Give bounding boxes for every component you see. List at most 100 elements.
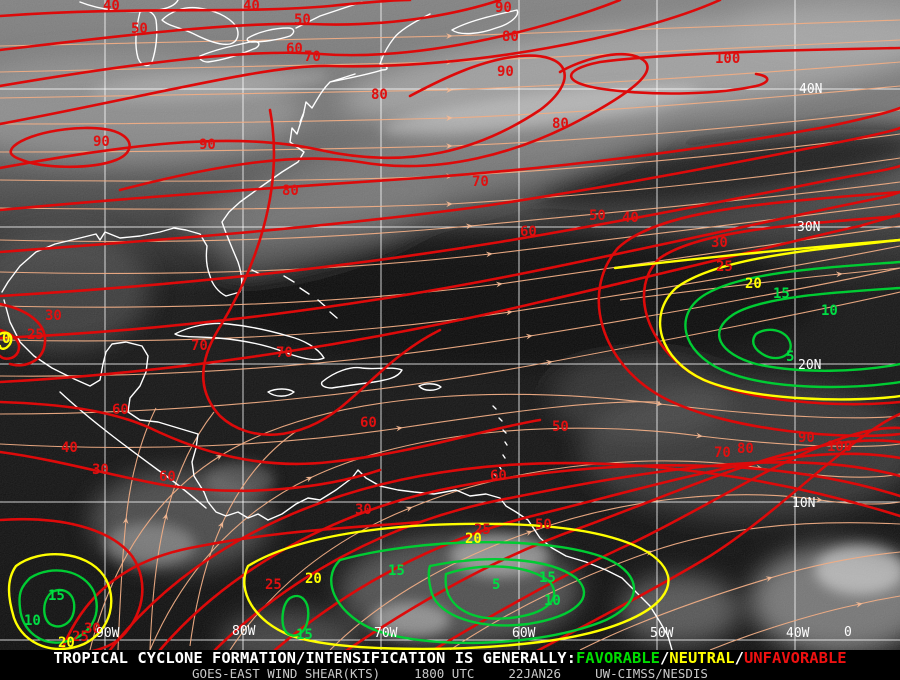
grid-label: 40N — [799, 82, 822, 97]
contour-label: 70 — [714, 445, 731, 461]
contour-label: 20 — [305, 571, 322, 587]
contour-label: 10 — [544, 593, 561, 609]
contour-label: 40 — [622, 210, 639, 226]
product-info-text: GOES-EAST WIND SHEAR(KTS) 1800 UTC 22JAN… — [192, 667, 708, 680]
satellite-background — [0, 0, 900, 650]
contour-label: 20 — [58, 635, 75, 650]
grid-label: 50W — [650, 626, 674, 641]
headline-text: TROPICAL CYCLONE FORMATION/INTENSIFICATI… — [53, 650, 846, 667]
contour-label: 15 — [539, 570, 556, 586]
grid-label: 80W — [232, 624, 256, 639]
contour-label: 90 — [497, 64, 514, 80]
us-east-gulf-coast — [1, 13, 431, 297]
product-time: 1800 UTC — [414, 666, 475, 680]
contour-label: 80 — [371, 87, 388, 103]
product-name: GOES-EAST WIND SHEAR(KTS) — [192, 666, 381, 680]
south-america-coast — [267, 469, 673, 650]
contour-label: 60 — [112, 402, 129, 418]
contour-label: 90 — [199, 137, 216, 153]
contour-label: 0 — [2, 331, 10, 347]
contour-label: 25 — [72, 629, 89, 645]
contour-label: 15 — [48, 588, 65, 604]
grid-label: 0 — [844, 625, 852, 640]
contour-label: 30 — [45, 308, 62, 324]
contour-label: 10 — [821, 303, 838, 319]
contour-label: 80 — [552, 116, 569, 132]
contour-label: 80 — [502, 29, 519, 45]
contour-label: 60 — [159, 469, 176, 485]
grid-label: 90W — [96, 626, 120, 641]
separator-2: / — [734, 649, 744, 667]
grid-label: 20N — [798, 358, 821, 373]
mexico-central-america-coast — [3, 299, 269, 521]
contour-label: 70 — [472, 174, 489, 190]
grid-label: 70W — [374, 626, 398, 641]
contour-label: 20 — [745, 276, 762, 292]
product-credit: UW-CIMSS/NESDIS — [595, 666, 708, 680]
status-bar: TROPICAL CYCLONE FORMATION/INTENSIFICATI… — [0, 650, 900, 680]
lesser-antilles-islands — [492, 405, 508, 478]
lake-ontario-coast — [246, 27, 295, 43]
contour-label: 25 — [265, 577, 282, 593]
contour-label: 60 — [520, 224, 537, 240]
contour-label: 90 — [93, 134, 110, 150]
unfavorable-label: UNFAVORABLE — [743, 649, 847, 667]
contour-label: 5 — [786, 349, 794, 365]
contour-label: 70 — [304, 49, 321, 65]
contour-label: 100 — [827, 439, 852, 455]
cuba-coast — [174, 322, 325, 361]
grid-label: 30N — [797, 220, 820, 235]
contour-label: 25 — [474, 522, 491, 538]
lake-huron-coast — [161, 6, 239, 46]
contour-label: 60 — [490, 468, 507, 484]
contour-label: 80 — [282, 183, 299, 199]
favorable-label: FAVORABLE — [575, 649, 660, 667]
contour-label: 100 — [715, 51, 740, 67]
contour-label: 10 — [24, 613, 41, 629]
contour-label: 50 — [294, 12, 311, 28]
contour-label: 80 — [737, 441, 754, 457]
pacific-coast — [59, 391, 207, 509]
contour-label: 70 — [276, 345, 293, 361]
bahamas-islands — [251, 269, 338, 319]
coastlines — [1, 0, 673, 650]
puerto-rico-coast — [418, 383, 442, 391]
contour-label: 60 — [360, 415, 377, 431]
contour-label: 70 — [191, 338, 208, 354]
contour-label: 40 — [103, 0, 120, 14]
contour-label: 20 — [465, 531, 482, 547]
hispaniola-coast — [320, 366, 403, 389]
contour-label: 90 — [495, 0, 512, 16]
contour-label: 25 — [27, 327, 44, 343]
nova-scotia-coast — [451, 9, 519, 35]
grid-label: 60W — [512, 626, 536, 641]
contour-label: 30 — [355, 502, 372, 518]
grid-label: 40W — [786, 626, 810, 641]
contour-label: 90 — [798, 430, 815, 446]
contour-label: 40 — [243, 0, 260, 14]
contour-label: 30 — [92, 462, 109, 478]
green-contours — [18, 260, 900, 645]
neutral-label: NEUTRAL — [669, 649, 735, 667]
contour-label: 15 — [296, 627, 313, 643]
contour-label: 15 — [388, 563, 405, 579]
separator-1: / — [659, 649, 670, 667]
contour-label: 15 — [773, 286, 790, 302]
contour-label: 30 — [711, 235, 728, 251]
headline-prefix: TROPICAL CYCLONE FORMATION/INTENSIFICATI… — [53, 649, 576, 667]
grid-label-layer: 40N 30N 20N 10N 90W 80W 70W 60W 50W 40W 0 — [96, 82, 852, 641]
contour-label: 50 — [552, 419, 569, 435]
contour-label: 60 — [286, 41, 303, 57]
contour-label: 50 — [535, 517, 552, 533]
contour-label: 5 — [492, 577, 500, 593]
contour-label: 40 — [61, 440, 78, 456]
contour-label: 25 — [716, 259, 733, 275]
contour-label: 50 — [131, 21, 148, 37]
product-date: 22JAN26 — [508, 666, 562, 680]
grid-label: 10N — [792, 496, 815, 511]
lake-erie-coast — [198, 40, 260, 63]
contour-label: 50 — [589, 208, 606, 224]
